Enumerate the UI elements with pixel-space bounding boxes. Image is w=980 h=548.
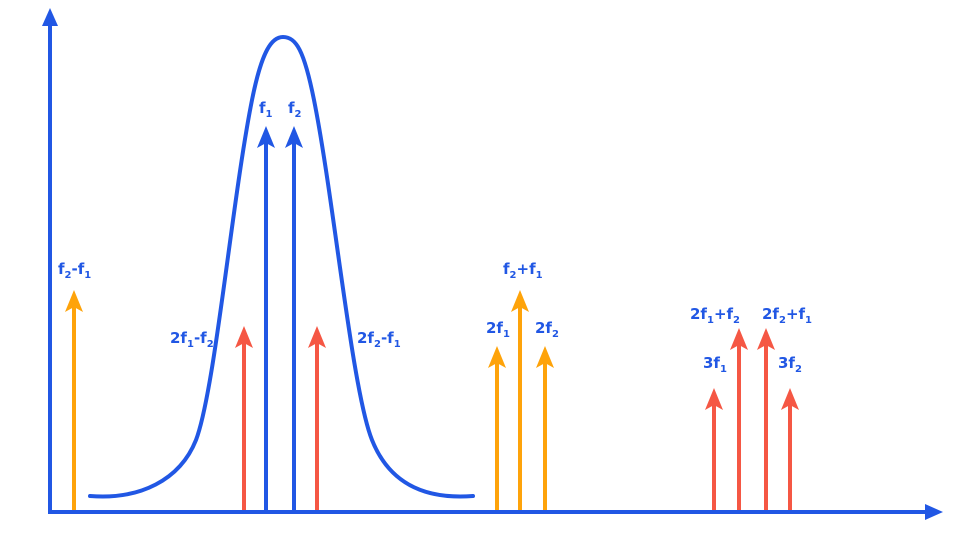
label-text: f <box>259 99 266 117</box>
label-2f1: 2f1 <box>486 319 510 340</box>
arrow-2f1-plus-f2-head-icon <box>730 328 748 350</box>
label-subscript: 1 <box>84 270 92 281</box>
label-subscript: 2 <box>509 270 517 281</box>
label-text: -f <box>380 329 394 347</box>
label-subscript: 2 <box>778 315 786 326</box>
label-subscript: 1 <box>502 329 510 340</box>
arrow-2f2-head-icon <box>536 346 554 368</box>
label-text: +f <box>785 305 806 323</box>
label-text: 2f <box>486 319 503 337</box>
label-2f2-plus-f1: 2f2+f1 <box>762 305 812 326</box>
label-2f1-minus-f2: 2f1-f2 <box>170 329 214 350</box>
x-axis-arrowhead-icon <box>925 504 943 520</box>
arrow-f2-plus-f1-head-icon <box>511 290 529 312</box>
label-2f2-minus-f1: 2f2-f1 <box>357 329 401 350</box>
arrow-f2-minus-f1-head-icon <box>65 290 83 312</box>
label-subscript: 2 <box>373 339 381 350</box>
label-2f2: 2f2 <box>535 319 559 340</box>
label-subscript: 1 <box>186 339 194 350</box>
arrow-2f2-minus-f1-head-icon <box>308 326 326 348</box>
label-text: 2f <box>690 305 707 323</box>
label-text: -f <box>71 260 85 278</box>
label-text: +f <box>516 260 536 278</box>
label-text: 2f <box>357 329 374 347</box>
label-text: 2f <box>535 319 552 337</box>
label-subscript: 2 <box>794 364 802 375</box>
label-text: +f <box>713 305 734 323</box>
label-text: f <box>288 99 295 117</box>
label-3f1: 3f1 <box>703 354 727 375</box>
label-subscript: 2 <box>294 109 302 120</box>
label-text: 3f <box>778 354 795 372</box>
label-subscript: 2 <box>206 339 214 350</box>
label-subscript: 2 <box>551 329 559 340</box>
label-subscript: 1 <box>393 339 401 350</box>
label-text: 2f <box>170 329 187 347</box>
label-text: f <box>503 260 510 278</box>
arrow-2f2-plus-f1-head-icon <box>757 328 775 350</box>
arrow-2f1-minus-f2-head-icon <box>235 326 253 348</box>
arrow-2f1-head-icon <box>488 346 506 368</box>
label-f2-plus-f1: f2+f1 <box>503 260 543 281</box>
label-subscript: 1 <box>805 315 813 326</box>
label-subscript: 2 <box>733 315 741 326</box>
arrow-f1-head-icon <box>257 126 275 148</box>
label-subscript: 1 <box>265 109 273 120</box>
label-text: 2f <box>762 305 779 323</box>
label-text: 3f <box>703 354 720 372</box>
label-f2: f2 <box>288 99 302 120</box>
label-f2-minus-f1: f2-f1 <box>58 260 91 281</box>
arrow-f2-head-icon <box>285 126 303 148</box>
label-subscript: 2 <box>64 270 72 281</box>
label-3f2: 3f2 <box>778 354 802 375</box>
y-axis-arrowhead-icon <box>42 8 58 26</box>
label-subscript: 1 <box>719 364 727 375</box>
label-subscript: 1 <box>706 315 714 326</box>
label-text: -f <box>193 329 207 347</box>
label-2f1-plus-f2: 2f1+f2 <box>690 305 740 326</box>
label-text: f <box>58 260 65 278</box>
label-subscript: 1 <box>535 270 543 281</box>
passband-envelope-curve <box>88 34 475 499</box>
label-f1: f1 <box>259 99 273 120</box>
arrow-3f1-head-icon <box>705 388 723 410</box>
arrow-3f2-head-icon <box>781 388 799 410</box>
